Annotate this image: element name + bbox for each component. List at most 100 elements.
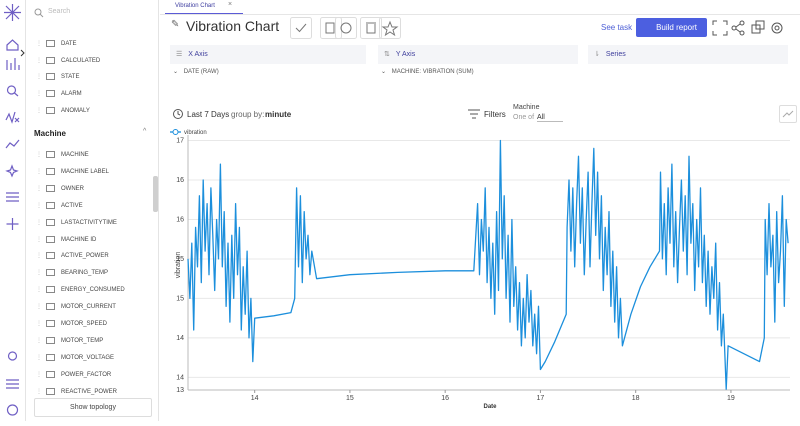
field-item[interactable]: ⋮ ENERGY_CONSUMED	[36, 286, 125, 294]
field-item[interactable]: ⋮ ACTIVE	[36, 201, 83, 209]
refresh-button[interactable]	[335, 17, 357, 39]
edit-icon[interactable]: ✎	[171, 19, 180, 30]
tab-close[interactable]: ×	[228, 1, 233, 8]
show-topology-button[interactable]: Show topology	[34, 398, 152, 417]
build-report-button[interactable]: Build report	[636, 18, 707, 37]
collapse-arrow[interactable]: ^	[143, 128, 147, 135]
delete-button[interactable]	[360, 17, 382, 39]
x-tick-label: 18	[632, 395, 640, 402]
y-tick-label: 16	[176, 177, 184, 184]
expand-arrow[interactable]	[20, 49, 25, 57]
x-axis-title: X Axis	[188, 51, 208, 58]
field-label: ALARM	[61, 91, 82, 98]
field-item[interactable]: ⋮ OWNER	[36, 184, 84, 192]
search-input[interactable]: Search	[48, 8, 71, 15]
y-field[interactable]: ⌄ MACHINE: VIBRATION (SUM)	[381, 69, 474, 75]
logo[interactable]	[4, 4, 21, 21]
y-tick-label: 15	[176, 295, 184, 302]
scrollbar-thumb[interactable]	[153, 176, 158, 212]
star-button[interactable]	[379, 17, 401, 39]
field-item[interactable]: ⋮ ANOMALY	[36, 106, 90, 114]
filter-field: Machine	[513, 104, 540, 111]
field-label: ANOMALY	[61, 107, 90, 114]
clock-icon	[173, 109, 183, 119]
formula-icon[interactable]	[5, 111, 20, 124]
field-label: ACTIVE	[61, 202, 83, 209]
field-label: MACHINE	[61, 152, 89, 159]
field-item[interactable]: ⋮ DATE	[36, 40, 77, 48]
field-sidebar: Search Machine ^ Show topology ⋮ DATE ⋮ CAL…	[26, 0, 159, 421]
view-actions	[712, 20, 783, 36]
y-axis-label: vibration	[175, 252, 182, 279]
see-task-link[interactable]: See task	[601, 23, 633, 32]
field-item[interactable]: ⋮ MOTOR_CURRENT	[36, 303, 116, 311]
x-tick-label: 15	[346, 395, 354, 402]
series-panel[interactable]: ⇂ Series	[588, 45, 788, 64]
x-field[interactable]: ⌄ DATE (RAW)	[173, 69, 219, 75]
y-tick-label: 13	[176, 387, 184, 394]
search-glyph	[34, 8, 44, 18]
field-item[interactable]: ⋮ POWER_FACTOR	[36, 370, 112, 378]
field-label: OWNER	[61, 185, 84, 192]
settings-icon[interactable]	[7, 351, 18, 361]
rail-icons	[4, 4, 25, 416]
x-tick-label: 16	[441, 395, 449, 402]
group-by-value[interactable]: minute	[265, 110, 292, 119]
field-label: DATE	[61, 41, 77, 48]
field-item[interactable]: ⋮ MOTOR_TEMP	[36, 336, 104, 344]
field-item[interactable]: ⋮ MOTOR_SPEED	[36, 320, 107, 328]
series-title: Series	[605, 51, 626, 58]
section-title[interactable]: Machine	[34, 129, 67, 138]
y-axis-panel[interactable]: ⇅ Y Axis	[378, 45, 578, 64]
chart-type-glyph	[782, 110, 794, 118]
charts-icon[interactable]	[6, 58, 20, 70]
field-item[interactable]: ⋮ MACHINE LABEL	[36, 167, 110, 175]
ai-icon[interactable]	[5, 164, 19, 178]
trend-icon[interactable]	[5, 139, 20, 149]
y-tick-label: 17	[176, 138, 184, 145]
sliders-icon[interactable]	[6, 379, 19, 389]
x-axis-panel[interactable]: ☰ X Axis	[170, 45, 366, 64]
chart-type-button[interactable]	[779, 105, 797, 123]
field-item[interactable]: ⋮ ALARM	[36, 90, 82, 98]
filter-value[interactable]: All	[537, 114, 563, 122]
tab-divider	[160, 14, 800, 15]
field-item[interactable]: ⋮ MACHINE ID	[36, 235, 97, 243]
add-icon[interactable]	[6, 218, 19, 230]
x-tick-label: 17	[537, 395, 545, 402]
share-icon[interactable]	[731, 25, 737, 31]
field-item[interactable]: ⋮ LASTACTIVITYTIME	[36, 218, 117, 226]
field-label: REACTIVE_POWER	[61, 388, 118, 395]
fullscreen-icon[interactable]	[712, 20, 728, 36]
field-item[interactable]: ⋮ ACTIVE_POWER	[36, 252, 109, 260]
chart-settings-icon[interactable]	[771, 22, 783, 34]
field-item[interactable]: ⋮ BEARING_TEMP	[36, 269, 109, 277]
field-item[interactable]: ⋮ MOTOR_VOLTAGE	[36, 353, 115, 361]
field-label: ENERGY_CONSUMED	[61, 287, 125, 294]
field-item[interactable]: ⋮ STATE	[36, 73, 80, 81]
field-label: LASTACTIVITYTIME	[61, 219, 117, 226]
field-item[interactable]: ⋮ REACTIVE_POWER	[36, 387, 118, 395]
filter-op: One of	[513, 114, 535, 121]
build-report-label: Build report	[656, 23, 697, 32]
data-line	[187, 139, 789, 390]
field-item[interactable]: ⋮ CALCULATED	[36, 56, 101, 64]
field-label: MOTOR_SPEED	[61, 321, 107, 328]
y-axis-title: Y Axis	[395, 51, 416, 58]
confirm-button[interactable]	[290, 17, 312, 39]
field-label: STATE	[61, 74, 80, 81]
filters-label[interactable]: Filters	[484, 110, 506, 119]
user-icon[interactable]	[6, 404, 19, 416]
date-range[interactable]: Last 7 Days	[187, 110, 230, 119]
field-label: MACHINE LABEL	[61, 168, 110, 175]
field-label: CALCULATED	[61, 57, 101, 64]
field-label: MOTOR_VOLTAGE	[61, 354, 115, 361]
x-axis-label: Date	[483, 404, 497, 410]
chart-name[interactable]: Vibration Chart	[186, 18, 280, 34]
home-icon[interactable]	[6, 39, 19, 51]
y-tick-label: 14	[176, 335, 184, 342]
menu-icon[interactable]	[6, 192, 19, 202]
search-icon[interactable]	[6, 85, 17, 95]
field-item[interactable]: ⋮ MACHINE	[36, 151, 89, 159]
